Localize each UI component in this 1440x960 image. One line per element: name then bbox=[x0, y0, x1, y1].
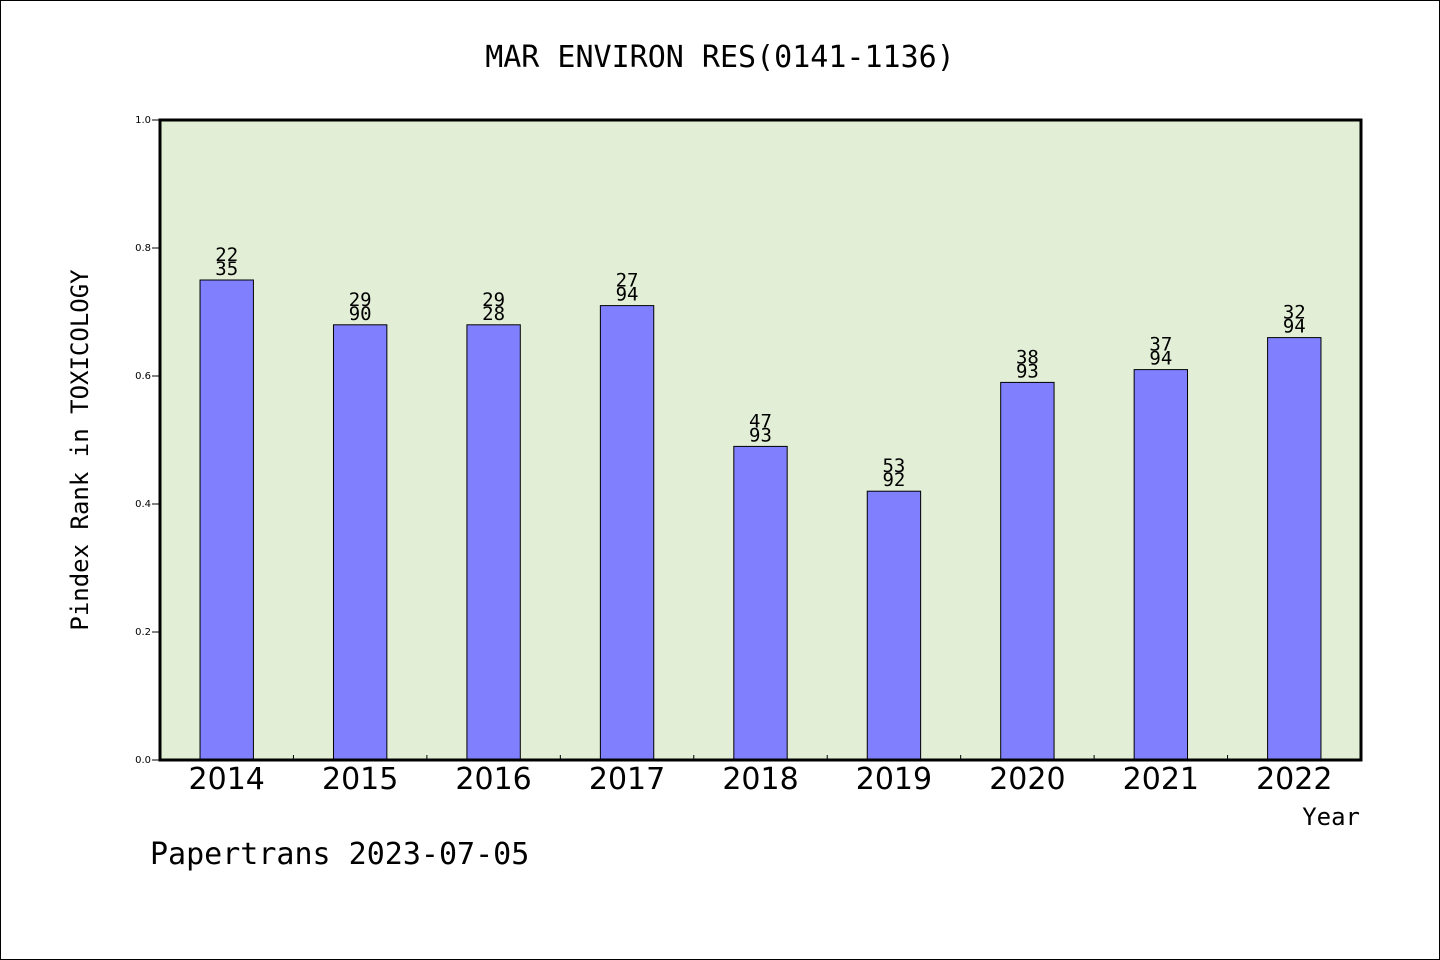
x-tick-label-2016: 2016 bbox=[455, 762, 531, 797]
x-tick-label-2015: 2015 bbox=[322, 762, 398, 797]
bar-label-2021-1: 37 bbox=[1149, 334, 1172, 356]
bar-label-2014-2: 35 bbox=[215, 258, 238, 280]
x-tick-label-2020: 2020 bbox=[989, 762, 1065, 797]
y-axis: 0.0 0.2 0.4 0.6 0.8 1.0 bbox=[135, 115, 160, 766]
x-axis: 2014 2015 2016 2017 2018 2019 2020 2021 2022 bbox=[189, 755, 1332, 797]
bar-2019 bbox=[866, 490, 922, 761]
y-tick-label: 0.2 bbox=[135, 627, 151, 638]
y-axis-label: Pindex Rank in TOXICOLOGY bbox=[66, 269, 94, 631]
bar-2020 bbox=[1000, 381, 1055, 761]
x-tick-label-2022: 2022 bbox=[1256, 762, 1332, 797]
y-tick-label: 0.8 bbox=[135, 243, 151, 254]
bar-label-2020-1: 38 bbox=[1016, 346, 1039, 368]
y-tick-label: 0.4 bbox=[135, 499, 151, 510]
bar-label-2016-1: 29 bbox=[482, 289, 505, 311]
chart-title: MAR ENVIRON RES(0141-1136) bbox=[485, 40, 955, 75]
x-axis-label: Year bbox=[1302, 803, 1360, 831]
bar-2016 bbox=[466, 324, 521, 761]
bar-label-2017-2: 94 bbox=[616, 284, 639, 306]
bar-label-2014-1: 22 bbox=[215, 244, 238, 266]
bar-label-2016-2: 28 bbox=[482, 303, 505, 325]
bar-label-2018-1: 47 bbox=[749, 410, 772, 432]
bar-label-2015-2: 90 bbox=[349, 303, 372, 325]
bar-2018 bbox=[733, 445, 788, 761]
y-tick-label: 0.0 bbox=[135, 755, 151, 766]
bar-label-2019-1: 53 bbox=[882, 455, 905, 477]
bar-label-2019-2: 92 bbox=[882, 469, 905, 491]
bar-2014 bbox=[199, 279, 254, 761]
footer-credit: Papertrans 2023-07-05 bbox=[150, 837, 529, 872]
bar-label-2017-1: 27 bbox=[616, 270, 639, 292]
bar-label-2022-1: 32 bbox=[1283, 302, 1306, 324]
y-tick-label: 1.0 bbox=[135, 115, 151, 126]
y-tick-label: 0.6 bbox=[135, 371, 151, 382]
bar-2015 bbox=[332, 324, 388, 761]
x-tick-label-2021: 2021 bbox=[1123, 762, 1199, 797]
bar-2017 bbox=[599, 305, 655, 761]
bar-label-2021-2: 94 bbox=[1149, 348, 1172, 370]
bar-2021 bbox=[1133, 369, 1189, 761]
plot-border bbox=[158, 118, 1363, 762]
bar-label-2018-2: 93 bbox=[749, 424, 772, 446]
x-tick-label-2014: 2014 bbox=[189, 762, 265, 797]
bar-2022 bbox=[1267, 337, 1322, 761]
bars-layer bbox=[199, 279, 1322, 761]
bar-label-2022-2: 94 bbox=[1283, 316, 1306, 338]
bar-label-2020-2: 93 bbox=[1016, 360, 1039, 382]
x-tick-label-2017: 2017 bbox=[589, 762, 665, 797]
bar-label-2015-1: 29 bbox=[349, 289, 372, 311]
x-tick-label-2019: 2019 bbox=[856, 762, 932, 797]
x-tick-label-2018: 2018 bbox=[722, 762, 798, 797]
